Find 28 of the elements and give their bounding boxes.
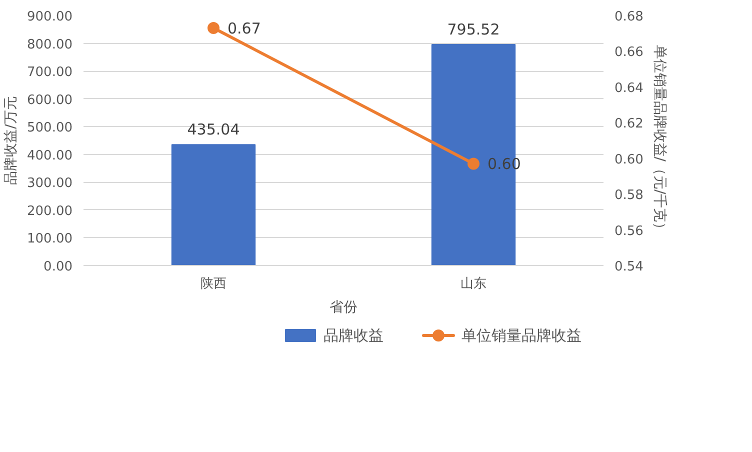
y2-axis-title: 单位销量品牌收益/（元/千克）	[651, 44, 668, 236]
data-label: 435.04	[187, 120, 240, 139]
y-tick-label: 500.00	[27, 120, 73, 136]
legend-label: 品牌收益	[324, 326, 384, 344]
y2-tick-label: 0.56	[614, 224, 644, 239]
y-tick-label: 900.00	[27, 10, 73, 24]
y-tick-label: 300.00	[27, 176, 73, 192]
y2-tick-label: 0.66	[614, 45, 644, 60]
y-tick-label: 600.00	[27, 92, 73, 108]
x-tick-label: 山东	[460, 276, 486, 292]
legend-label: 单位销量品牌收益	[462, 326, 582, 344]
x-tick-label: 陕西	[200, 276, 226, 292]
y-tick-label: 0.00	[44, 260, 73, 274]
y2-tick-label: 0.58	[614, 188, 644, 204]
y-axis-title: 品牌收益/万元	[3, 96, 20, 185]
data-label: 795.52	[447, 20, 500, 39]
y-tick-label: 400.00	[27, 148, 73, 164]
y-tick-label: 200.00	[27, 204, 73, 219]
y2-tick-label: 0.68	[614, 10, 644, 24]
y2-tick-label: 0.62	[614, 116, 644, 132]
y2-tick-label: 0.54	[614, 260, 644, 274]
y-tick-label: 800.00	[27, 37, 73, 52]
data-label: 0.67	[228, 20, 261, 38]
y2-tick-label: 0.64	[614, 80, 644, 96]
y-tick-label: 100.00	[27, 232, 73, 247]
x-axis-title: 省份	[330, 300, 358, 316]
y-tick-label: 700.00	[27, 65, 73, 80]
y2-tick-label: 0.60	[614, 152, 644, 168]
